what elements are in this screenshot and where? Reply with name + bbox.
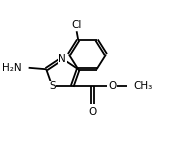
Text: N: N bbox=[58, 54, 66, 64]
Text: CH₃: CH₃ bbox=[133, 81, 152, 91]
Text: H₂N: H₂N bbox=[2, 63, 21, 73]
Text: Cl: Cl bbox=[71, 20, 82, 30]
Text: O: O bbox=[108, 81, 116, 91]
Text: O: O bbox=[89, 107, 97, 117]
Text: S: S bbox=[49, 81, 56, 91]
